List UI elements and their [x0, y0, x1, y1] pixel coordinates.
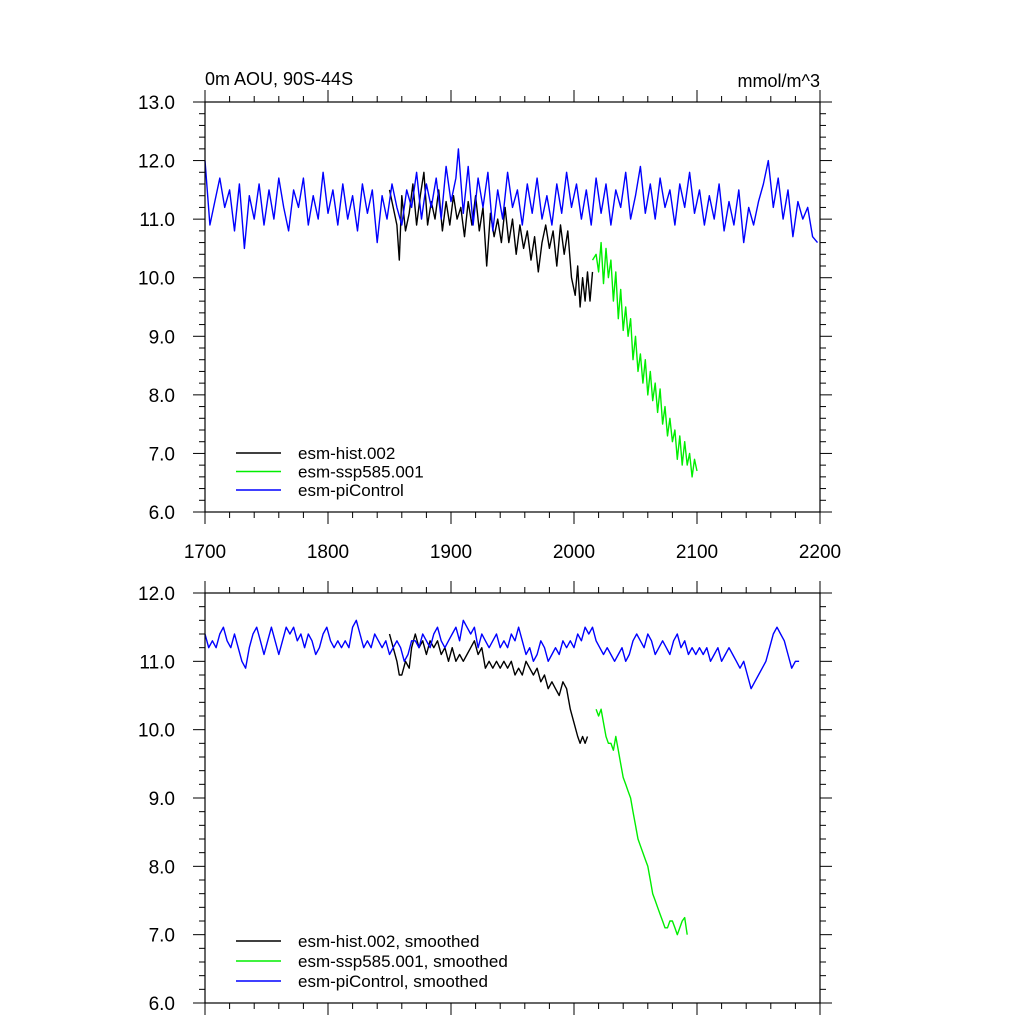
top-chart: 0m AOU, 90S-44S mmol/m^3 6.0 7.0 8.0 9.0 10.…	[138, 69, 841, 563]
legend-label: esm-piControl, smoothed	[298, 972, 488, 991]
plot-frame	[204, 101, 821, 513]
tick-marks	[193, 581, 832, 1015]
tick-marks	[193, 90, 832, 524]
y-tick-label: 7.0	[149, 926, 175, 947]
y-tick-label: 9.0	[149, 789, 175, 810]
y-tick-label: 9.0	[149, 327, 175, 348]
x-tick-label: 1800	[307, 542, 349, 563]
legend-label: esm-ssp585.001, smoothed	[298, 952, 508, 971]
legend-label: esm-piControl	[298, 481, 404, 500]
x-tick-label: 2000	[553, 542, 595, 563]
y-tick-label: 11.0	[139, 210, 175, 231]
x-tick-label: 2100	[676, 542, 718, 563]
series-line-1	[595, 708, 688, 936]
x-tick-label: 1900	[430, 542, 472, 563]
legend-label: esm-hist.002, smoothed	[298, 932, 479, 951]
legend-label: esm-ssp585.001	[298, 463, 424, 482]
y-tick-label: 8.0	[149, 857, 175, 878]
series-line-1	[591, 241, 698, 478]
series-line-2	[204, 619, 800, 690]
y-tick-label: 6.0	[149, 994, 175, 1015]
y-tick-labels: 6.0 7.0 8.0 9.0 10.0 11.0 12.0 13.0	[138, 93, 175, 524]
y-tick-label: 6.0	[149, 503, 175, 524]
x-tick-labels: 1700 1800 1900 2000 2100 2200	[184, 542, 841, 563]
series-group	[204, 619, 800, 936]
series-line-2	[204, 148, 819, 250]
y-tick-label: 12.0	[138, 152, 175, 173]
x-tick-label: 2200	[799, 542, 841, 563]
y-tick-label: 11.0	[139, 652, 175, 673]
series-group	[204, 148, 819, 478]
y-tick-labels: 6.0 7.0 8.0 9.0 10.0 11.0 12.0	[138, 584, 175, 1015]
y-tick-label: 7.0	[149, 444, 175, 465]
x-tick-label: 1700	[184, 542, 226, 563]
units-label: mmol/m^3	[738, 71, 820, 91]
legend-label: esm-hist.002	[298, 444, 395, 463]
bottom-chart: 6.0 7.0 8.0 9.0 10.0 11.0 12.0 esm-hist.002, s…	[138, 581, 832, 1015]
y-tick-label: 12.0	[138, 584, 175, 605]
y-tick-label: 13.0	[138, 93, 175, 114]
y-tick-label: 10.0	[138, 721, 175, 742]
y-tick-label: 10.0	[138, 269, 175, 290]
chart-title: 0m AOU, 90S-44S	[205, 69, 353, 89]
series-line-0	[388, 171, 594, 308]
y-tick-label: 8.0	[149, 386, 175, 407]
